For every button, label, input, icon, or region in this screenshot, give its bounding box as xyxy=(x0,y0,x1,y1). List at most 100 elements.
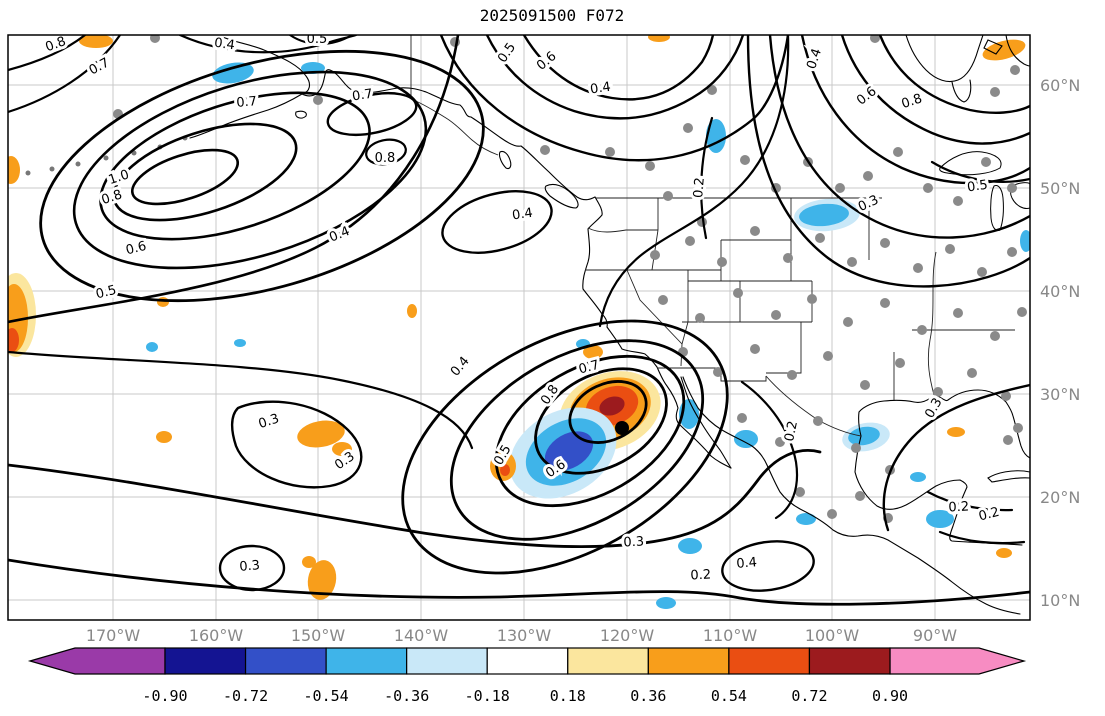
colorbar-tick-label: 0.72 xyxy=(791,687,827,705)
station-dot xyxy=(815,233,825,243)
contour-line xyxy=(439,35,790,162)
contour-line xyxy=(878,35,1030,114)
shaded-anomaly-region xyxy=(146,342,158,352)
latitude-tick-label: 40°N xyxy=(1040,282,1080,301)
contour-line xyxy=(926,490,1014,512)
colorbar-tick-label: 0.18 xyxy=(550,687,586,705)
station-dot xyxy=(605,147,615,157)
shaded-anomaly-region xyxy=(500,464,510,476)
station-dot xyxy=(1007,183,1017,193)
shaded-anomaly-region xyxy=(706,119,726,153)
colorbar-segment xyxy=(325,647,408,675)
station-dot xyxy=(923,183,933,193)
station-dot xyxy=(843,317,853,327)
coastline xyxy=(905,35,984,83)
station-dot xyxy=(835,183,845,193)
station-dot xyxy=(717,257,727,267)
colorbar-segment xyxy=(244,647,327,675)
station-dot xyxy=(913,263,923,273)
shaded-anomaly-region xyxy=(947,427,965,437)
contour-label: 1.0 xyxy=(107,167,131,188)
colorbar-tick-label: -0.36 xyxy=(384,687,429,705)
longitude-tick-label: 120°W xyxy=(600,626,655,645)
coastline xyxy=(680,376,732,469)
station-dot xyxy=(990,331,1000,341)
station-dot xyxy=(953,196,963,206)
island-speck xyxy=(103,155,109,161)
coastline xyxy=(854,435,1023,546)
contour-line xyxy=(598,35,790,328)
contour-line xyxy=(289,35,353,45)
station-dot xyxy=(945,244,955,254)
shaded-anomaly-region xyxy=(234,339,246,347)
longitude-tick-label: 170°W xyxy=(86,626,141,645)
shaded-anomaly-region xyxy=(297,420,345,448)
contour-line xyxy=(930,160,1030,183)
colorbar-left-arrow xyxy=(27,647,166,675)
longitude-tick-label: 150°W xyxy=(291,626,346,645)
shaded-anomaly-region xyxy=(926,510,954,528)
shaded-anomaly-region xyxy=(734,430,758,448)
station-dot xyxy=(750,344,760,354)
coastline xyxy=(544,183,579,209)
shaded-anomaly-region xyxy=(407,304,417,318)
colorbar-segment xyxy=(406,647,488,675)
station-dot xyxy=(1007,247,1017,257)
shaded-anomaly-region xyxy=(910,472,926,482)
shaded-anomaly-region xyxy=(8,328,19,352)
station-dot xyxy=(917,325,927,335)
contour-line xyxy=(449,339,705,541)
colorbar-right-arrow xyxy=(889,647,1027,675)
contour-label: 0.5 xyxy=(94,283,118,303)
shaded-anomaly-region xyxy=(848,426,880,446)
station-dot xyxy=(737,413,747,423)
contour-label: 0.6 xyxy=(124,239,148,259)
contour-line xyxy=(72,70,428,270)
station-dot xyxy=(933,387,943,397)
station-dot xyxy=(863,171,873,181)
contour-label: 0.2 xyxy=(691,177,708,199)
contour-line xyxy=(441,190,553,254)
contour-line xyxy=(8,35,460,324)
longitude-tick-label: 140°W xyxy=(394,626,449,645)
station-dot xyxy=(880,238,890,248)
contour-line xyxy=(8,35,87,72)
political-border xyxy=(587,227,658,233)
shaded-anomaly-region xyxy=(599,396,625,416)
contour-label: 0.8 xyxy=(900,91,924,112)
coastline xyxy=(189,93,303,139)
contour-label: 0.4 xyxy=(511,206,534,224)
shaded-anomaly-region xyxy=(796,513,816,525)
station-dot xyxy=(645,161,655,171)
station-dot xyxy=(977,267,987,277)
station-dot xyxy=(775,437,785,447)
contour-line xyxy=(130,148,240,206)
colorbar-segment xyxy=(808,647,891,675)
contour-label: 0.7 xyxy=(577,358,601,378)
storm-center-marker xyxy=(615,421,629,435)
shaded-anomaly-region xyxy=(156,431,172,443)
coastline xyxy=(1005,35,1030,67)
shaded-anomaly-region xyxy=(648,35,670,42)
station-dot xyxy=(807,294,817,304)
island-speck xyxy=(75,161,81,167)
station-dot xyxy=(707,85,717,95)
contour-line xyxy=(522,35,715,101)
contour-line xyxy=(230,400,363,489)
colorbar-tick-label: 0.90 xyxy=(872,687,908,705)
shaded-anomaly-region xyxy=(212,62,254,84)
contour-line xyxy=(365,138,407,166)
longitude-tick-label: 90°W xyxy=(913,626,957,645)
station-dot xyxy=(313,95,323,105)
contour-label: 0.4 xyxy=(804,47,825,71)
colorbar-tick-label: 0.54 xyxy=(711,687,747,705)
contour-label: 0.2 xyxy=(782,420,801,443)
generated-map-layers: 0.80.70.4 0.50.7 0.70.81.00.80.60.50.40.5 0… xyxy=(7,34,1080,705)
colorbar-tick-label: -0.90 xyxy=(142,687,187,705)
contour-line xyxy=(485,35,745,120)
station-dot xyxy=(895,358,905,368)
station-dot xyxy=(740,155,750,165)
contour-label: 0.8 xyxy=(44,34,69,55)
station-dot xyxy=(1001,391,1011,401)
